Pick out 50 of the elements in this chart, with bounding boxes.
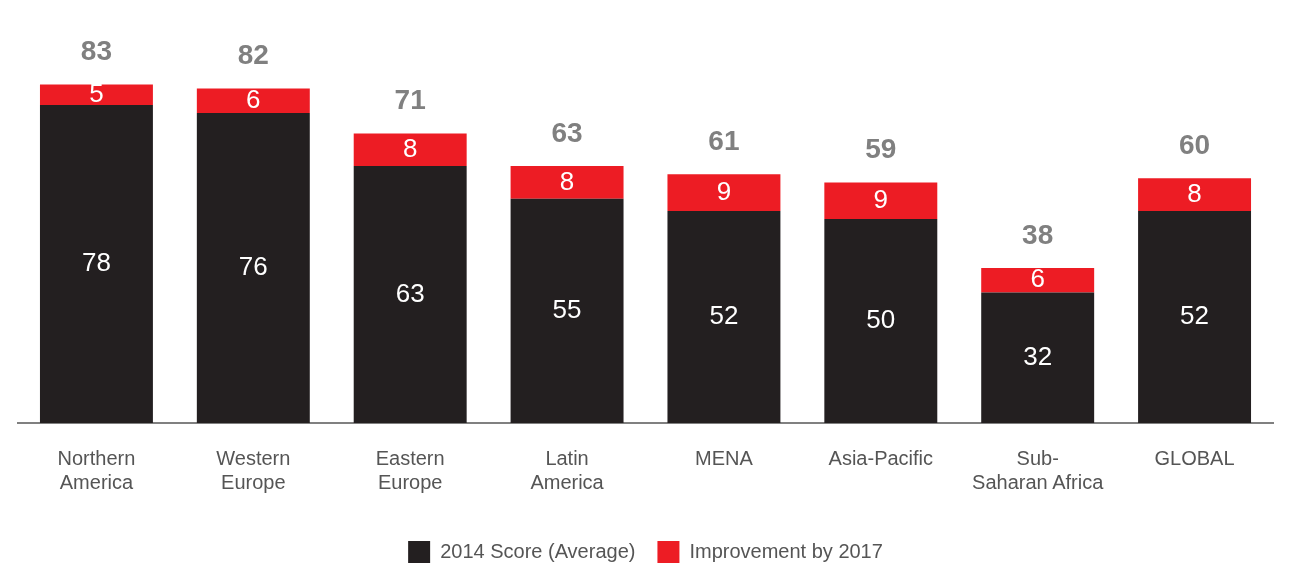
data-label: 32 xyxy=(1023,340,1053,371)
bar xyxy=(824,219,938,423)
data-label: 52 xyxy=(1180,300,1210,331)
data-label: 6 xyxy=(246,84,261,115)
total-label: 38 xyxy=(1022,218,1054,250)
bar xyxy=(667,174,781,211)
data-label: 50 xyxy=(866,304,896,335)
bar xyxy=(667,210,781,423)
legend-label: Improvement by 2017 xyxy=(689,539,883,562)
data-label: 8 xyxy=(402,132,418,163)
data-label: 52 xyxy=(709,300,739,331)
total-label: 71 xyxy=(394,84,426,116)
bar xyxy=(196,113,310,423)
data-label: 5 xyxy=(89,77,104,108)
x-tick-label: MENA xyxy=(695,446,754,469)
x-tick-label: Eastern Europe xyxy=(375,446,445,493)
data-label: 9 xyxy=(716,175,732,206)
bar xyxy=(1138,178,1252,211)
x-tick-label: Northern America xyxy=(57,446,136,493)
data-label: 63 xyxy=(395,277,425,308)
data-label: 8 xyxy=(1187,177,1202,208)
data-label: 55 xyxy=(552,294,582,325)
bar xyxy=(196,88,310,114)
legend-label: 2014 Score (Average) xyxy=(440,539,636,562)
bar xyxy=(824,182,938,220)
total-label: 61 xyxy=(708,124,740,156)
data-label: 8 xyxy=(559,165,575,196)
bar xyxy=(1138,210,1252,423)
total-label: 82 xyxy=(237,39,269,71)
x-tick-label: Latin America xyxy=(530,446,605,493)
data-label: 6 xyxy=(1030,263,1045,294)
bar xyxy=(981,292,1095,423)
bar xyxy=(353,133,467,167)
bar xyxy=(510,166,624,199)
total-label: 60 xyxy=(1178,129,1211,161)
total-label: 59 xyxy=(865,133,897,165)
x-tick-label: Sub- Saharan Africa xyxy=(972,446,1105,493)
x-tick-label: Western Europe xyxy=(216,446,291,493)
bar xyxy=(39,104,153,423)
data-label: 9 xyxy=(873,183,889,214)
bar xyxy=(510,198,624,423)
bar xyxy=(353,166,467,423)
x-tick-label: Asia-Pacific xyxy=(828,446,934,469)
total-label: 63 xyxy=(551,116,583,148)
data-label: 76 xyxy=(238,251,268,282)
x-tick-label: GLOBAL xyxy=(1154,446,1235,469)
total-label: 83 xyxy=(80,35,113,67)
bar xyxy=(981,268,1095,293)
bar xyxy=(39,84,153,105)
data-label: 78 xyxy=(81,247,111,278)
